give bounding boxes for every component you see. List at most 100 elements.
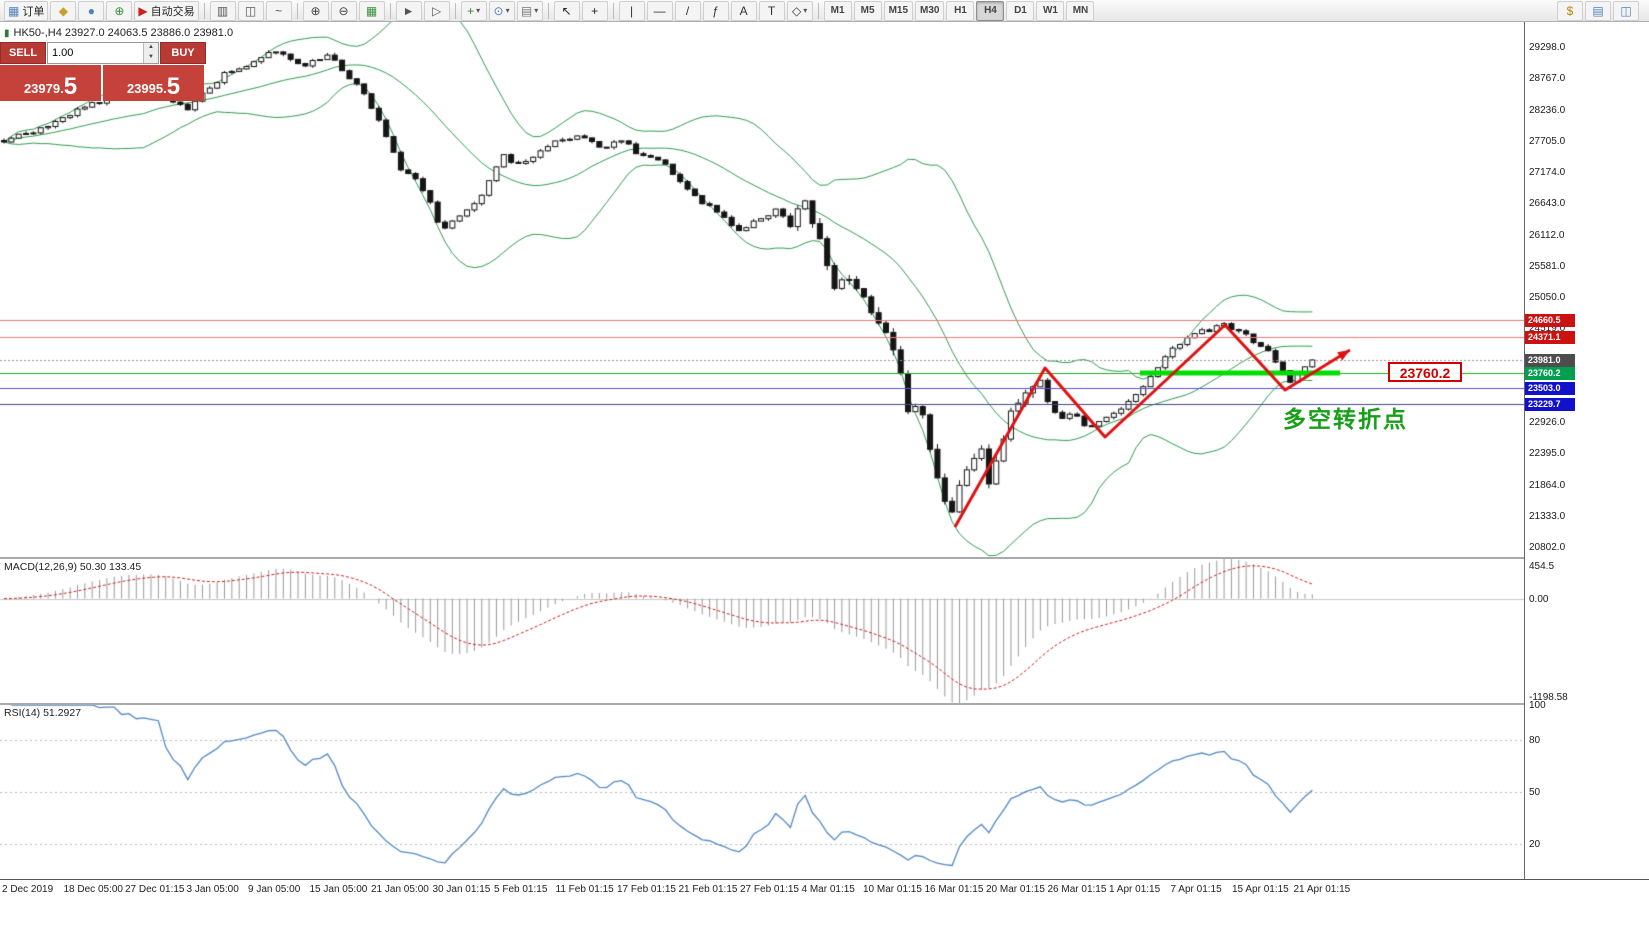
- rsi-axis-label: 80: [1529, 734, 1541, 746]
- timeframe-w1[interactable]: W1: [1036, 0, 1065, 21]
- time-axis-label: 2 Dec 2019: [2, 884, 54, 895]
- volume-up-arrow[interactable]: ▲: [144, 43, 158, 53]
- price-axis-label: 21333.0: [1529, 510, 1566, 522]
- horizontal-line-button[interactable]: —: [646, 0, 673, 21]
- time-axis-label: 27 Feb 01:15: [740, 884, 799, 895]
- profile-icon: ●: [87, 3, 95, 18]
- period-button-dropdown-arrow[interactable]: ▾: [505, 6, 510, 15]
- fibonacci-button[interactable]: ƒ: [702, 0, 729, 21]
- time-axis[interactable]: 2 Dec 2019 18 Dec 05:00 27 Dec 01:15 3 Jan …: [0, 879, 1649, 900]
- panel-separator[interactable]: [0, 703, 1649, 705]
- text-button[interactable]: A: [730, 0, 757, 21]
- volume-input[interactable]: [48, 43, 143, 63]
- crosshair-button[interactable]: +: [581, 0, 608, 21]
- time-axis-label: 9 Jan 05:00: [248, 884, 301, 895]
- volume-spinner-arrows: ▲ ▼: [143, 43, 158, 63]
- price-axis-label: 25050.0: [1529, 292, 1566, 304]
- window-layout-button[interactable]: ◫: [1613, 0, 1639, 21]
- time-axis-label: 4 Mar 01:15: [801, 884, 855, 895]
- window-layout-icon: ◫: [1620, 3, 1632, 18]
- template-button[interactable]: ▤ ▾: [516, 0, 543, 21]
- time-axis-label: 18 Dec 05:00: [63, 884, 124, 895]
- price-axis-label: 21864.0: [1529, 479, 1566, 491]
- globe-button[interactable]: ⊕: [106, 0, 133, 21]
- hammer-button[interactable]: ◆: [50, 0, 77, 21]
- new-order-button-label: 订单: [22, 5, 45, 18]
- tile-windows-icon: ▦: [365, 3, 378, 18]
- rsi-label: RSI(14) 51.2927: [4, 707, 82, 719]
- new-chart-button[interactable]: + ▾: [460, 0, 487, 21]
- shapes-button-dropdown-arrow[interactable]: ▾: [803, 6, 808, 15]
- macd-canvas[interactable]: [0, 559, 1524, 703]
- price-axis[interactable]: 454.5 0.00 -1198.58 29298.0 28767.0 28236.…: [1524, 22, 1649, 879]
- timeframe-m15[interactable]: M15: [883, 0, 914, 21]
- chart-shift-icon: ▷: [431, 3, 442, 18]
- sell-price[interactable]: 23979. 5: [0, 65, 101, 101]
- timeframe-m30[interactable]: M30: [915, 0, 945, 21]
- timeframe-m5[interactable]: M5: [853, 0, 882, 21]
- trendline-button[interactable]: /: [674, 0, 701, 21]
- volume-down-arrow[interactable]: ▼: [144, 53, 158, 63]
- buy-price[interactable]: 23995. 5: [103, 65, 204, 101]
- new-chart-button-dropdown-arrow[interactable]: ▾: [476, 6, 481, 15]
- buy-price-big-digit: 5: [166, 73, 181, 100]
- sell-button[interactable]: SELL: [0, 42, 46, 64]
- timeframe-mn[interactable]: MN: [1066, 0, 1095, 21]
- cursor-button[interactable]: ↖: [553, 0, 580, 21]
- toolbar-separator: [203, 2, 205, 19]
- time-axis-label: 5 Feb 01:15: [494, 884, 548, 895]
- bar-chart-icon: ▥: [216, 3, 229, 18]
- toolbar-separator: [296, 2, 298, 19]
- rsi-canvas[interactable]: [0, 705, 1524, 879]
- chart-shift-button[interactable]: ▷: [423, 0, 450, 21]
- shapes-button[interactable]: ◇ ▾: [786, 0, 813, 21]
- price-axis-label: 24519.0: [1529, 323, 1566, 335]
- autotrading-button[interactable]: ▶ 自动交易: [134, 0, 199, 21]
- zoom-out-button[interactable]: ⊖: [330, 0, 357, 21]
- price-tag-24660.5: 24660.5: [1525, 314, 1575, 328]
- volume-spinner: ▲ ▼: [47, 42, 159, 64]
- new-order-button[interactable]: ▦ 订单: [4, 0, 49, 21]
- candlestick-chart-button[interactable]: ◫: [237, 0, 264, 21]
- candlestick-chart-icon: ◫: [244, 3, 257, 18]
- line-chart-button[interactable]: ~: [265, 0, 292, 21]
- toolbar-right-group: $ ▤ ◫: [1556, 0, 1640, 21]
- time-axis-label: 26 Mar 01:15: [1047, 884, 1107, 895]
- price-level-label[interactable]: 23760.2: [1388, 362, 1462, 382]
- market-watch-button[interactable]: ▤: [1585, 0, 1611, 21]
- profile-button[interactable]: ●: [78, 0, 105, 21]
- symbol-ohlc-text: HK50-,H4 23927.0 24063.5 23886.0 23981.0: [13, 27, 234, 39]
- label-button[interactable]: T: [758, 0, 785, 21]
- time-axis-label: 30 Jan 01:15: [432, 884, 491, 895]
- timeframe-m1[interactable]: M1: [823, 0, 852, 21]
- main-chart-canvas[interactable]: [0, 22, 1524, 557]
- new-chart-icon: +: [467, 3, 475, 18]
- period-button[interactable]: ⊙ ▾: [488, 0, 515, 21]
- buy-button[interactable]: BUY: [160, 42, 206, 64]
- tile-windows-button[interactable]: ▦: [358, 0, 385, 21]
- symbol-search-button[interactable]: $: [1557, 0, 1583, 21]
- price-axis-label: 26643.0: [1529, 198, 1566, 210]
- time-axis-label: 16 Mar 01:15: [924, 884, 984, 895]
- rsi-axis-label: 50: [1529, 787, 1541, 798]
- rsi-axis-label: 100: [1529, 700, 1546, 711]
- price-axis-label: 22395.0: [1529, 448, 1566, 460]
- autoscroll-button[interactable]: ►: [395, 0, 422, 21]
- turning-point-annotation[interactable]: 多空转折点: [1283, 406, 1408, 432]
- timeframe-h4[interactable]: H4: [976, 0, 1005, 21]
- price-tag-23503.0: 23503.0: [1525, 382, 1575, 396]
- hammer-icon: ◆: [58, 3, 68, 18]
- timeframe-d1[interactable]: D1: [1006, 0, 1035, 21]
- time-axis-label: 15 Apr 01:15: [1232, 884, 1289, 895]
- toolbar-separator: [547, 2, 549, 19]
- price-axis-label: 29298.0: [1529, 42, 1566, 54]
- bar-chart-button[interactable]: ▥: [209, 0, 236, 21]
- toolbar-separator: [454, 2, 456, 19]
- template-button-dropdown-arrow[interactable]: ▾: [534, 6, 539, 15]
- vertical-line-button[interactable]: |: [618, 0, 645, 21]
- rsi-axis-label: 20: [1529, 839, 1541, 851]
- panel-separator[interactable]: [0, 557, 1649, 559]
- zoom-in-button[interactable]: ⊕: [302, 0, 329, 21]
- toolbar-separator: [817, 2, 819, 19]
- timeframe-h1[interactable]: H1: [946, 0, 975, 21]
